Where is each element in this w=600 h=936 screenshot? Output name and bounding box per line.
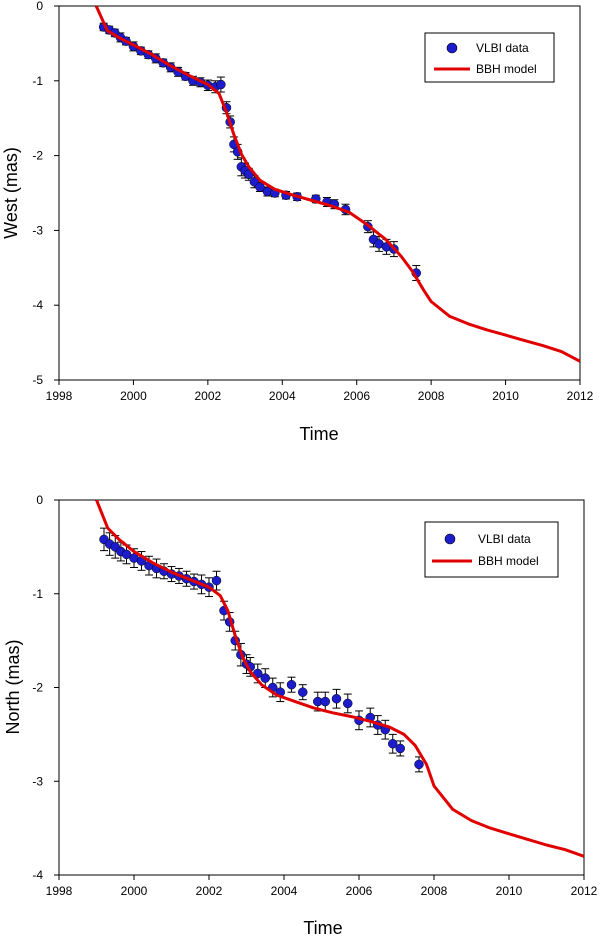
x-tick-label: 2000 [120,389,147,403]
y-tick-label: -1 [32,587,43,601]
legend-label-bbh: BBH model [476,62,537,76]
x-tick-label: 2010 [492,389,519,403]
data-point [286,679,297,690]
legend-label-bbh: BBH model [478,554,539,568]
data-point [343,698,353,709]
x-tick-label: 2008 [418,389,445,403]
data-point [320,696,330,707]
legend: VLBI data BBH model [424,521,559,578]
plot-frame [58,5,581,381]
x-axis-title: Time [299,424,338,444]
x-tick-label: 2010 [496,884,523,898]
data-point [211,575,222,586]
y-axis-title: West (mas) [1,147,21,239]
north-panel: Time North (mas) 1998 2000 2002 2004 2006 200… [3,493,598,936]
y-tick-label: -2 [32,149,43,163]
y-tick-label: 0 [36,493,43,507]
x-tick-label: 1998 [46,884,73,898]
data-point [121,549,132,560]
y-tick-label: -4 [32,868,43,882]
data-point [388,739,398,749]
data-point [395,743,405,754]
west-panel: Time West (mas) 1998 2000 2002 2004 2006 2008… [1,0,594,444]
legend-box [424,32,555,83]
x-tick-label: 2012 [571,884,598,898]
legend-marker-vlbi [446,42,458,54]
y-tick-label: -5 [32,373,43,387]
data-point [331,694,342,704]
y-tick-label: 0 [36,0,43,13]
legend-box [424,521,559,578]
x-tick-label: 2008 [421,884,448,898]
x-tick-label: 2000 [121,884,148,898]
y-axis-title: North (mas) [3,639,23,734]
y-tick-label: -4 [32,298,43,312]
data-point [216,79,226,90]
x-tick-label: 2004 [271,884,298,898]
x-tick-label: 2006 [346,884,373,898]
x-tick-label: 2004 [269,389,296,403]
y-tick-label: -3 [32,774,43,788]
y-tick-label: -3 [32,223,43,237]
x-tick-label: 2002 [196,884,223,898]
data-point [255,182,265,192]
x-axis-title: Time [303,918,342,936]
y-tick-label: -1 [32,74,43,88]
x-tick-label: 2002 [195,389,222,403]
data-point [260,673,270,683]
legend-label-vlbi: VLBI data [476,41,529,55]
x-tick-label: 2012 [567,389,594,403]
data-point [298,687,308,697]
y-tick-label: -2 [32,681,43,695]
model-line [94,6,580,363]
legend-marker-vlbi [444,533,456,545]
legend: VLBI data BBH model [424,32,555,83]
legend-label-vlbi: VLBI data [478,532,531,546]
x-tick-label: 2006 [343,389,370,403]
x-tick-label: 1998 [46,389,73,403]
data-point [414,759,424,770]
model-line [95,500,584,858]
